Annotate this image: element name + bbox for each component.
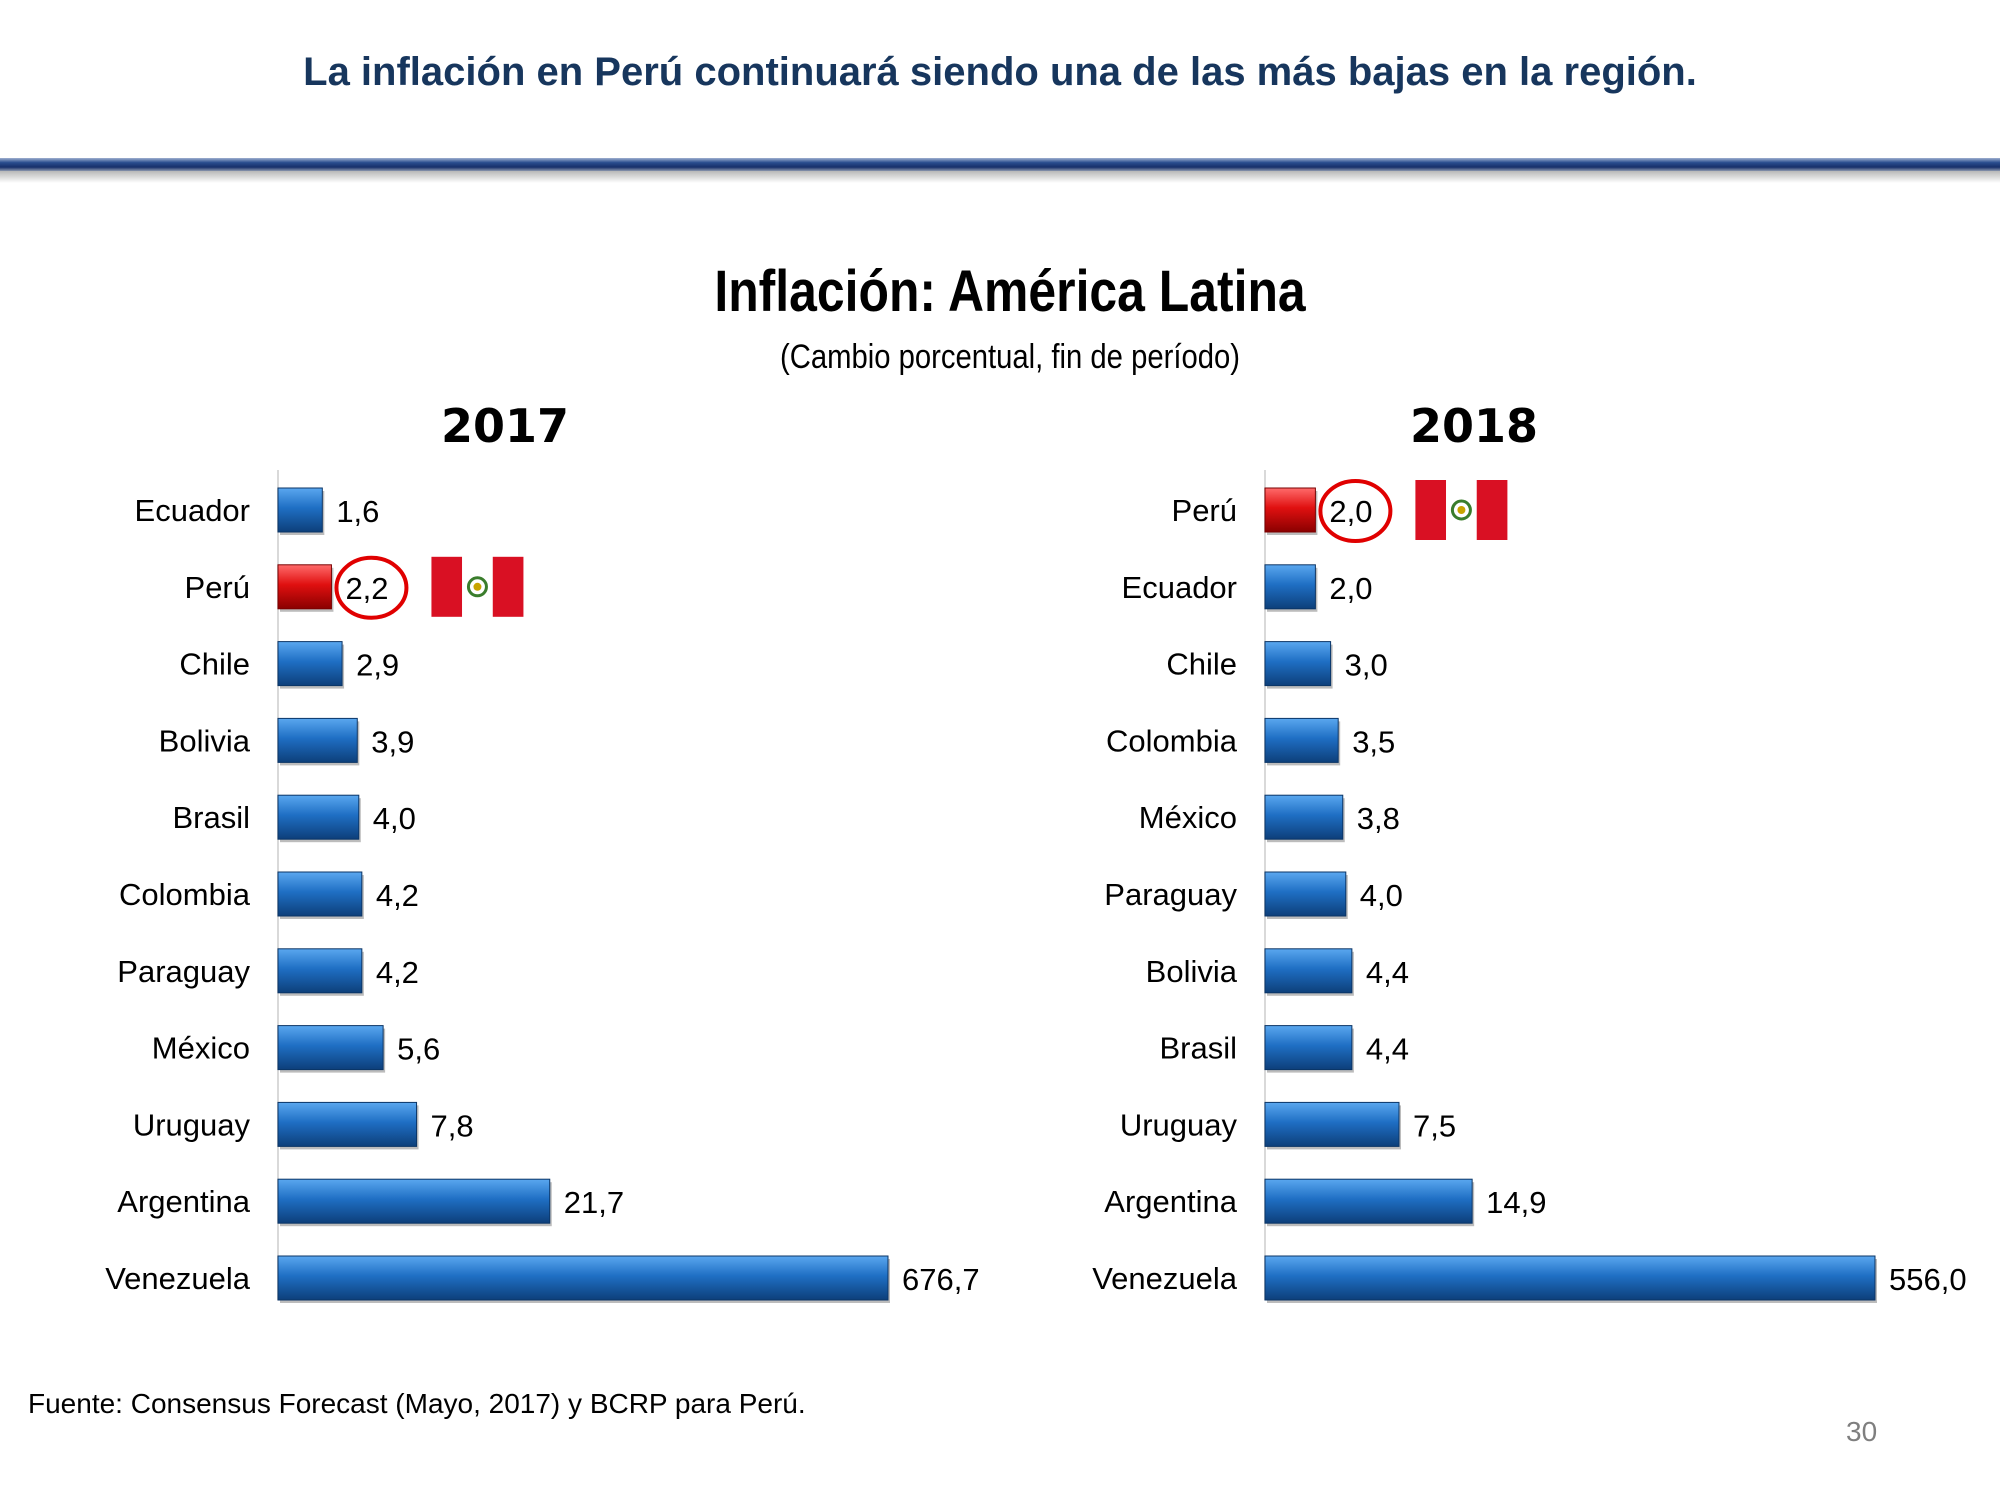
chart-2018-value-label-ecuador: 2,0 [1329,571,1372,606]
chart-2017-category-label-paraguay: Paraguay [117,954,250,989]
chart-2018-category-label-peru: Perú [1172,493,1237,528]
chart-2017-category-label-argentina: Argentina [117,1184,250,1219]
chart-2018-category-label-bolivia: Bolivia [1146,954,1238,989]
chart-2017-flag-right-stripe [492,556,524,617]
chart-2017-flag-emblem-icon [466,576,488,598]
chart-2017-value-label-venezuela: 676,7 [902,1262,980,1297]
chart-2017-category-label-uruguay: Uruguay [133,1107,251,1142]
chart-2017-value-label-bolivia: 3,9 [371,724,414,759]
chart-2017-flag-left-stripe [431,556,463,617]
chart-2018-category-label-colombia: Colombia [1106,723,1238,758]
chart-2017-bar-mexico [277,1025,384,1071]
slide-headline: La inflación en Perú continuará siendo u… [303,50,1697,94]
chart-2017-category-label-mexico: México [152,1031,250,1066]
chart-2017-value-label-peru: 2,2 [345,571,388,606]
chart-2017-flag-emblem-center [473,582,482,591]
chart-2017-bar-ecuador [277,487,323,533]
chart-2018-value-label-peru: 2,0 [1329,494,1372,529]
chart-2017-category-label-colombia: Colombia [119,877,251,912]
header-divider [0,158,2000,171]
source-note: Fuente: Consensus Forecast (Mayo, 2017) … [28,1388,806,1419]
chart-2017-highlight-circle [334,555,409,620]
chart-2018-category-label-argentina: Argentina [1104,1184,1237,1219]
chart-2017-bar-peru [277,564,332,610]
chart-2018-flag-right-stripe [1476,480,1508,540]
chart-2017-value-label-colombia: 4,2 [376,878,419,913]
chart-2018-bar-paraguay [1264,871,1347,917]
chart-2018-category-label-paraguay: Paraguay [1104,877,1237,912]
chart-2017-value-label-mexico: 5,6 [397,1032,440,1067]
chart-2018-bar-argentina [1264,1178,1473,1224]
chart-2018-flag-emblem-center [1457,506,1466,514]
page-number: 30 [1846,1416,1878,1447]
chart-2017-value-label-paraguay: 4,2 [376,955,419,990]
chart-2018-panel-title: 2018 [1410,399,1538,453]
chart-2017-category-label-brasil: Brasil [172,800,250,835]
chart-2018-category-label-brasil: Brasil [1159,1031,1237,1066]
chart-2018-value-label-paraguay: 4,0 [1360,878,1403,913]
chart-2017-bar-colombia [277,871,363,917]
chart-title: Inflación: América Latina [714,259,1306,324]
chart-2018-highlight-circle [1318,479,1393,543]
chart-2017-bar-chile [277,641,343,687]
chart-2017-bar-venezuela [277,1255,889,1301]
chart-2018-flag-left-stripe [1415,480,1447,540]
chart-2018-bar-brasil [1264,1025,1353,1071]
chart-2018-value-label-uruguay: 7,5 [1413,1108,1456,1143]
chart-2018-bar-ecuador [1264,564,1316,610]
chart-2017-value-label-ecuador: 1,6 [336,494,379,529]
chart-2018-value-label-bolivia: 4,4 [1366,955,1409,990]
chart-2017-bar-bolivia [277,717,358,763]
chart-2017-value-label-uruguay: 7,8 [431,1108,474,1143]
chart-2018-value-label-argentina: 14,9 [1486,1185,1546,1220]
chart-2018-value-label-venezuela: 556,0 [1889,1262,1967,1297]
chart-2018-value-label-brasil: 4,4 [1366,1032,1409,1067]
chart-2017-category-label-bolivia: Bolivia [159,723,251,758]
chart-2018-bar-bolivia [1264,948,1353,994]
chart-2017-value-label-argentina: 21,7 [564,1185,624,1220]
chart-2018-value-label-colombia: 3,5 [1352,724,1395,759]
header-divider-shadow [0,171,2000,183]
chart-2018-bar-chile [1264,641,1332,687]
chart-2018-bar-venezuela [1264,1255,1876,1301]
chart-2017-panel-title: 2017 [441,399,569,453]
chart-2018-bar-colombia [1264,717,1339,763]
chart-2017-bar-brasil [277,794,360,840]
chart-2017-bar-paraguay [277,948,363,994]
chart-2018-value-label-mexico: 3,8 [1357,801,1400,836]
chart-2018-bar-peru [1264,487,1316,533]
chart-subtitle: (Cambio porcentual, fin de período) [780,338,1240,376]
chart-2018-category-label-ecuador: Ecuador [1122,570,1237,605]
chart-2018-category-label-uruguay: Uruguay [1120,1107,1238,1142]
chart-2018-category-label-mexico: México [1139,800,1237,835]
chart-2017-category-label-chile: Chile [179,647,250,682]
chart-2018-value-label-chile: 3,0 [1345,648,1388,683]
chart-2017-value-label-chile: 2,9 [356,648,399,683]
chart-2017-category-label-ecuador: Ecuador [135,493,250,528]
chart-2018-bar-mexico [1264,794,1344,840]
chart-2018-flag-emblem-icon [1450,499,1472,521]
chart-2017-bar-argentina [277,1178,551,1224]
chart-2018-category-label-chile: Chile [1166,647,1237,682]
chart-2018-bar-uruguay [1264,1101,1400,1147]
chart-2017-category-label-peru: Perú [185,570,250,605]
chart-2017-value-label-brasil: 4,0 [373,801,416,836]
chart-2017-category-label-venezuela: Venezuela [105,1261,251,1296]
chart-2017-bar-uruguay [277,1101,418,1147]
chart-2018-category-label-venezuela: Venezuela [1092,1261,1238,1296]
